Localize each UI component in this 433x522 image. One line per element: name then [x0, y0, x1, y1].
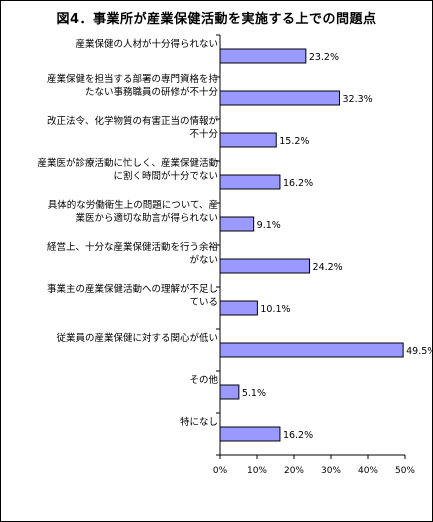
- data-label: 24.2%: [313, 262, 343, 273]
- data-label: 16.2%: [283, 178, 313, 189]
- bar: [219, 216, 255, 232]
- bar: [219, 48, 307, 64]
- data-label: 15.2%: [279, 136, 309, 147]
- category-label: 具体的な労働衛生上の問題について、産 業医から適切な助言が得られない: [47, 200, 218, 224]
- bar: [219, 90, 341, 106]
- category-label: 産業保健を担当する部署の専門資格を持 たない事務職員の研修が不十分: [46, 74, 218, 98]
- x-tick-label: 10%: [247, 466, 267, 476]
- data-label: 49.5%: [406, 346, 433, 357]
- category-label: 産業保健の人材が十分得られない: [75, 38, 218, 50]
- category-label: 特になし: [179, 416, 218, 428]
- x-tick-label: 0%: [213, 466, 228, 476]
- category-label: その他: [189, 374, 218, 386]
- x-tick-label: 30%: [321, 466, 341, 476]
- data-label: 32.3%: [343, 94, 373, 105]
- data-label: 23.2%: [309, 52, 339, 63]
- bar: [219, 384, 240, 400]
- bar: [219, 258, 311, 274]
- x-tick-label: 40%: [358, 466, 378, 476]
- data-label: 9.1%: [257, 220, 281, 231]
- bar: [219, 342, 404, 358]
- bar: [219, 174, 281, 190]
- category-label: 事業主の産業保健活動への理解が不足し ている: [46, 284, 218, 308]
- data-label: 10.1%: [260, 304, 290, 315]
- bar: [219, 300, 258, 316]
- category-label: 経営上、十分な産業保健活動を行う余裕 がない: [46, 242, 218, 266]
- x-tick-label: 20%: [284, 466, 304, 476]
- chart-title: 図4．事業所が産業保健活動を実施する上での問題点: [56, 12, 377, 27]
- x-tick-label: 50%: [395, 466, 415, 476]
- category-label: 改正法令、化学物質の有害正当の情報が 不十分: [46, 116, 218, 140]
- data-label: 16.2%: [283, 430, 313, 441]
- data-label: 5.1%: [242, 388, 266, 399]
- category-label: 従業員の産業保健に対する関心が低い: [56, 332, 218, 344]
- bar: [219, 132, 277, 148]
- bar: [219, 426, 281, 442]
- category-label: 産業医が診療活動に忙しく、産業保健活動 に割く時間が十分でない: [37, 158, 218, 182]
